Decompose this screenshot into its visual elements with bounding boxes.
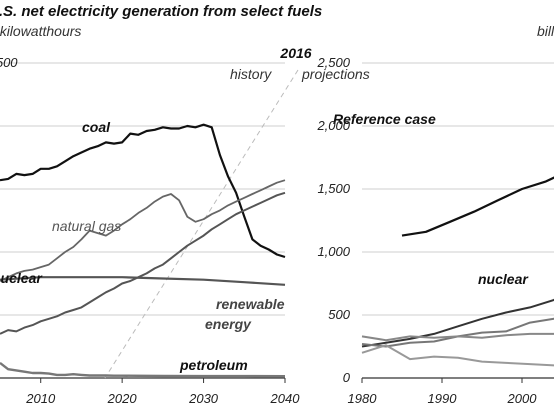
y-tick-label: 0 [343,370,351,385]
series-line-series-2 [361,317,554,348]
chart-subtitle: billion kilowatthours [0,23,81,39]
chart-subtitle: billion kilowatthours [537,23,554,39]
y-tick-label: 500 [328,307,350,322]
series-line-series-4 [361,344,554,367]
series-line-renewable-energy [0,191,286,335]
series-line-coal [0,123,286,259]
series-label-energy: energy [205,316,252,332]
y-tick-label: 2,500 [0,55,18,70]
x-tick-label: 2020 [107,391,138,406]
x-tick-label: 2000 [507,391,538,406]
y-tick-label: 1,000 [317,244,350,259]
right-chart-history: 0 500 1,000 1,500 2,000 2,500 1980 1990 2000 bill… [316,23,554,406]
projections-label: projections [301,66,370,82]
x-tick-label: 1990 [428,391,458,406]
series-line-series-3 [361,332,554,342]
series-line-nuclear [361,298,554,348]
series-label-petroleum: petroleum [179,357,248,373]
left-chart-projections: 2,500 0 2010 2020 2030 2040 U.S. net electrici… [0,3,436,406]
series-label-nuclear: nuclear [0,270,43,286]
y-tick-label: 2,500 [316,55,350,70]
series-label-renewable: renewable [216,296,285,312]
y-tick-label: 1,500 [317,181,350,196]
series-label-coal: coal [82,119,111,135]
x-tick-label: 2010 [25,391,56,406]
y-tick-label: 2,000 [316,118,350,133]
series-line-nuclear [0,276,286,286]
reference-case-label: Reference case [333,111,436,127]
x-tick-label: 2040 [270,391,301,406]
series-line-petroleum [0,361,286,378]
x-tick-label: 1980 [348,391,378,406]
history-projection-divider [104,69,299,379]
series-label-nuclear: nuclear [478,271,529,287]
history-label: history [230,66,272,82]
divider-year-label: 2016 [279,45,311,61]
chart-title: U.S. net electricity generation from sel… [0,3,322,20]
series-line-coal [401,176,554,237]
series-line-natural-gas [0,179,286,282]
series-label-natural-gas: natural gas [52,218,121,234]
x-tick-label: 2030 [188,391,219,406]
